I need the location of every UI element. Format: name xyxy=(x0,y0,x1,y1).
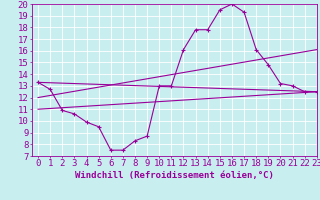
X-axis label: Windchill (Refroidissement éolien,°C): Windchill (Refroidissement éolien,°C) xyxy=(75,171,274,180)
